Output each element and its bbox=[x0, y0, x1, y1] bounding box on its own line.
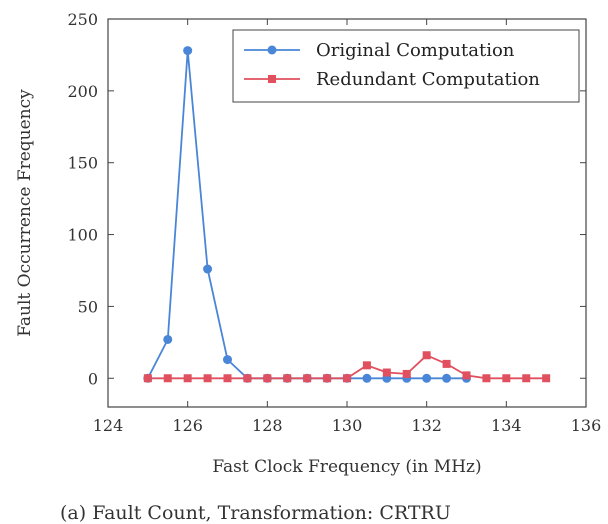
x-tick-label: 128 bbox=[252, 416, 283, 435]
x-tick-label: 136 bbox=[571, 416, 602, 435]
line-chart: 124 126 128 130 132 134 136 0 50 100 150 200 250 Ori… bbox=[15, 10, 602, 477]
data-point-redundant bbox=[442, 359, 451, 368]
data-point-redundant bbox=[482, 374, 491, 383]
legend-label-redundant: Redundant Computation bbox=[316, 69, 540, 90]
data-point-redundant bbox=[502, 374, 511, 383]
data-point-redundant bbox=[402, 369, 411, 378]
data-point-redundant bbox=[362, 361, 371, 370]
legend-marker-original bbox=[267, 45, 277, 55]
legend-label-original: Original Computation bbox=[316, 40, 515, 61]
legend-box bbox=[232, 29, 580, 103]
data-point-redundant bbox=[522, 374, 531, 383]
data-point-redundant bbox=[422, 351, 431, 360]
data-point-redundant bbox=[143, 374, 152, 383]
y-tick-label: 150 bbox=[67, 154, 98, 173]
data-point-redundant bbox=[542, 374, 551, 383]
x-axis-label: Fast Clock Frequency (in MHz) bbox=[212, 457, 481, 477]
data-point-redundant bbox=[283, 374, 292, 383]
data-point-original bbox=[442, 373, 452, 383]
legend-marker-redundant bbox=[268, 75, 276, 83]
data-point-redundant bbox=[343, 374, 351, 383]
legend: Original Computation Redundant Computati… bbox=[232, 29, 580, 103]
data-point-original bbox=[223, 355, 232, 365]
data-point-redundant bbox=[382, 368, 391, 377]
data-point-redundant bbox=[223, 374, 232, 383]
data-point-redundant bbox=[243, 374, 252, 383]
data-point-original bbox=[422, 373, 432, 383]
y-tick-label: 200 bbox=[67, 82, 98, 101]
data-point-redundant bbox=[303, 374, 312, 383]
data-point-redundant bbox=[462, 371, 471, 380]
data-point-redundant bbox=[203, 374, 212, 383]
data-point-redundant bbox=[263, 374, 272, 383]
y-axis-label: Fault Occurrence Frequency bbox=[15, 89, 35, 337]
data-point-original bbox=[163, 334, 173, 344]
x-tick-label: 126 bbox=[172, 416, 203, 435]
data-point-redundant bbox=[323, 374, 332, 383]
data-point-original bbox=[203, 264, 213, 274]
y-tick-label: 100 bbox=[67, 226, 98, 245]
figure-caption: (a) Fault Count, Transformation: CRTRU bbox=[60, 502, 451, 524]
x-tick-label: 134 bbox=[491, 416, 522, 435]
x-tick-label: 132 bbox=[411, 416, 442, 435]
y-tick-label: 250 bbox=[67, 10, 98, 29]
data-point-original bbox=[362, 373, 372, 383]
data-point-redundant bbox=[183, 374, 192, 383]
y-tick-label: 50 bbox=[78, 297, 98, 316]
data-point-original bbox=[183, 46, 193, 56]
y-tick-label: 0 bbox=[88, 369, 98, 388]
x-tick-label: 124 bbox=[93, 416, 124, 435]
x-tick-label: 130 bbox=[332, 416, 363, 435]
data-point-redundant bbox=[163, 374, 172, 383]
